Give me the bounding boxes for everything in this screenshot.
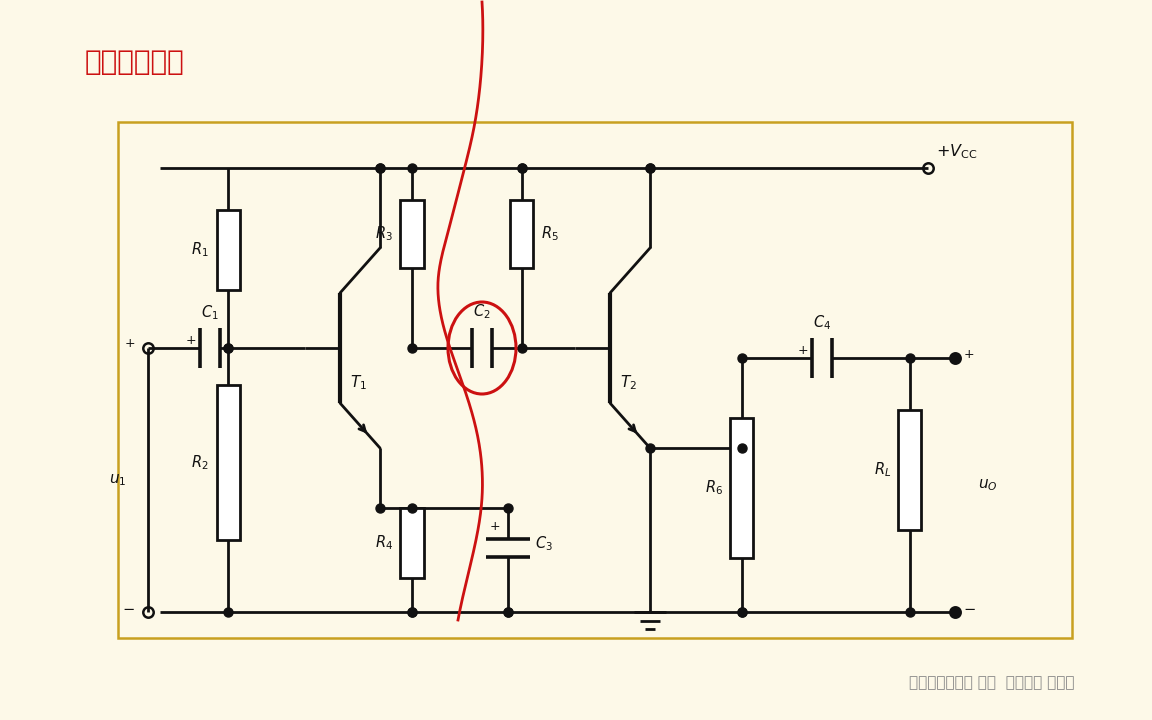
Text: $R_4$: $R_4$ — [374, 534, 393, 552]
Text: $+V_{\rm CC}$: $+V_{\rm CC}$ — [935, 143, 977, 161]
Text: $R_1$: $R_1$ — [191, 240, 209, 259]
Text: $+$: $+$ — [963, 348, 975, 361]
Text: $+$: $+$ — [488, 520, 500, 533]
Text: $R_6$: $R_6$ — [705, 479, 723, 498]
Text: $T_1$: $T_1$ — [350, 374, 367, 392]
Text: $R_L$: $R_L$ — [873, 461, 890, 480]
Text: 从零到一学维修 录制  版权所有 盗版必: 从零到一学维修 录制 版权所有 盗版必 — [909, 675, 1075, 690]
Bar — [217, 210, 240, 290]
Text: $C_3$: $C_3$ — [535, 535, 553, 554]
Text: $C_1$: $C_1$ — [202, 303, 219, 322]
Text: $-$: $-$ — [122, 600, 135, 614]
Text: $R_3$: $R_3$ — [376, 225, 393, 243]
Text: $+$: $+$ — [797, 343, 808, 356]
Bar — [510, 200, 533, 268]
Bar — [217, 385, 240, 540]
Text: $R_5$: $R_5$ — [541, 225, 559, 243]
Text: $-$: $-$ — [963, 600, 976, 616]
Text: $R_2$: $R_2$ — [191, 453, 209, 472]
Text: $C_4$: $C_4$ — [813, 313, 831, 332]
Bar — [401, 200, 424, 268]
Text: $+$: $+$ — [184, 333, 196, 346]
Bar — [401, 508, 424, 578]
Bar — [730, 418, 753, 558]
Text: $C_2$: $C_2$ — [473, 302, 491, 321]
Text: 双管放大电路: 双管放大电路 — [85, 48, 184, 76]
Text: $T_2$: $T_2$ — [620, 374, 637, 392]
Bar — [899, 410, 922, 530]
Text: $u_O$: $u_O$ — [978, 477, 998, 493]
Bar — [118, 122, 1073, 638]
Text: $u_1$: $u_1$ — [109, 472, 127, 488]
Text: $+$: $+$ — [123, 336, 135, 349]
